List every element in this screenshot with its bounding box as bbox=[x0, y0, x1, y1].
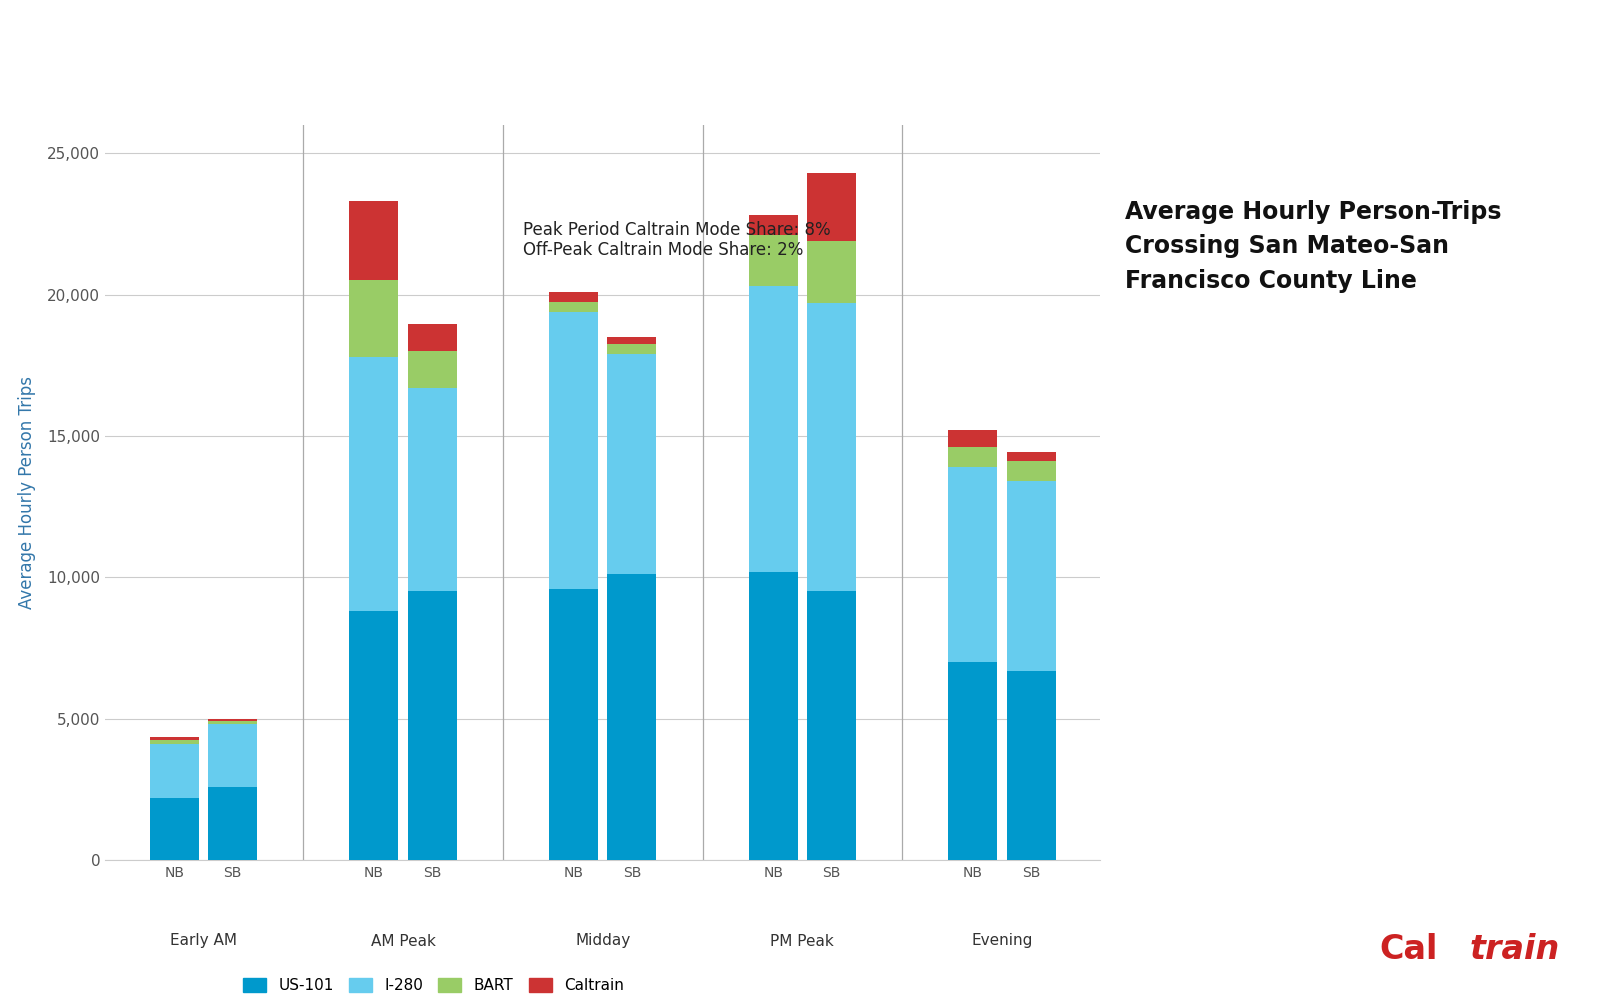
Bar bbox=[948, 430, 997, 447]
Bar bbox=[150, 798, 199, 860]
Bar bbox=[749, 572, 798, 860]
Text: AM Peak: AM Peak bbox=[371, 934, 435, 948]
Bar bbox=[807, 303, 856, 591]
Bar bbox=[749, 215, 798, 235]
Bar bbox=[948, 447, 997, 467]
Bar bbox=[349, 280, 398, 357]
Bar bbox=[807, 173, 856, 241]
Bar bbox=[807, 241, 856, 303]
Text: Cal: Cal bbox=[1379, 933, 1438, 966]
Bar bbox=[408, 351, 456, 388]
Bar bbox=[1006, 671, 1055, 860]
Bar bbox=[349, 611, 398, 860]
Text: Early AM: Early AM bbox=[170, 934, 236, 948]
Bar bbox=[549, 292, 599, 302]
Text: Midday: Midday bbox=[574, 934, 631, 948]
Bar bbox=[349, 357, 398, 611]
Bar bbox=[209, 721, 257, 724]
Bar bbox=[209, 719, 257, 721]
Bar bbox=[408, 591, 456, 860]
Y-axis label: Average Hourly Person Trips: Average Hourly Person Trips bbox=[18, 376, 36, 609]
Bar bbox=[1006, 461, 1055, 481]
Text: Evening: Evening bbox=[971, 934, 1032, 948]
Bar bbox=[549, 312, 599, 589]
Text: PM Peak: PM Peak bbox=[770, 934, 835, 948]
Text: Peak Period Caltrain Mode Share: 8%
Off-Peak Caltrain Mode Share: 2%: Peak Period Caltrain Mode Share: 8% Off-… bbox=[523, 221, 830, 259]
Bar bbox=[349, 201, 398, 280]
Bar bbox=[150, 744, 199, 798]
Text: Today, Caltrain Captures a Modest Percentage of the Regional Travel Market: Today, Caltrain Captures a Modest Percen… bbox=[0, 50, 1362, 81]
Bar bbox=[1006, 481, 1055, 671]
Bar bbox=[209, 724, 257, 786]
Bar bbox=[749, 286, 798, 572]
Text: train: train bbox=[1469, 933, 1560, 966]
Bar bbox=[549, 302, 599, 312]
Bar bbox=[948, 662, 997, 860]
Bar bbox=[807, 591, 856, 860]
Bar bbox=[607, 354, 657, 574]
Bar bbox=[1006, 452, 1055, 461]
Bar bbox=[209, 786, 257, 860]
Bar bbox=[150, 737, 199, 740]
Bar bbox=[549, 589, 599, 860]
Bar bbox=[948, 467, 997, 662]
Text: Average Hourly Person-Trips
Crossing San Mateo-San
Francisco County Line: Average Hourly Person-Trips Crossing San… bbox=[1125, 200, 1502, 293]
Bar bbox=[607, 344, 657, 354]
Bar bbox=[607, 337, 657, 344]
Bar bbox=[408, 324, 456, 351]
Bar bbox=[408, 388, 456, 591]
Legend: US-101, I-280, BART, Caltrain: US-101, I-280, BART, Caltrain bbox=[238, 972, 629, 999]
Bar bbox=[150, 740, 199, 744]
Bar bbox=[749, 235, 798, 286]
Bar bbox=[607, 574, 657, 860]
